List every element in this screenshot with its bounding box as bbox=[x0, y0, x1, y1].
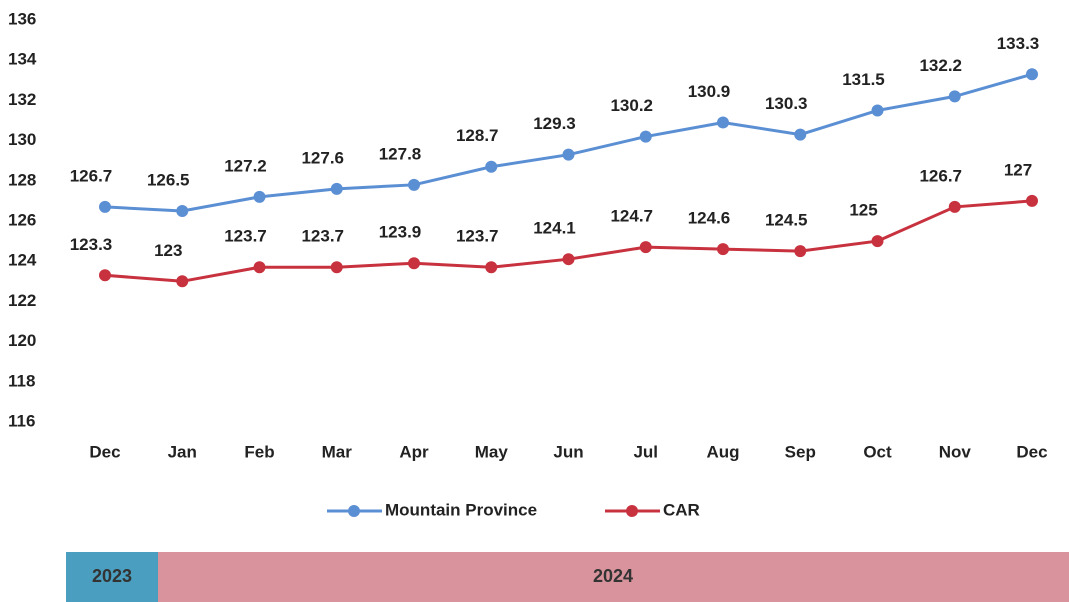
y-tick-label: 122 bbox=[8, 291, 36, 310]
data-point bbox=[639, 130, 652, 143]
x-tick-label: Nov bbox=[939, 442, 972, 461]
period-label: 2024 bbox=[593, 566, 633, 586]
data-point bbox=[562, 148, 575, 161]
data-label: 123.9 bbox=[379, 223, 422, 242]
legend-label: Mountain Province bbox=[385, 500, 537, 519]
data-point bbox=[871, 235, 884, 248]
y-tick-label: 134 bbox=[8, 50, 37, 69]
data-label: 126.7 bbox=[70, 166, 113, 185]
data-point bbox=[253, 261, 266, 274]
data-label: 130.3 bbox=[765, 94, 808, 113]
data-label: 123.7 bbox=[301, 227, 344, 246]
period-band bbox=[66, 552, 158, 602]
x-tick-label: Jul bbox=[633, 442, 658, 461]
data-label: 127.2 bbox=[224, 156, 267, 175]
data-label: 127.8 bbox=[379, 144, 422, 163]
x-tick-label: Jan bbox=[168, 442, 197, 461]
x-tick-label: Feb bbox=[244, 442, 274, 461]
y-tick-label: 116 bbox=[8, 411, 35, 430]
y-tick-label: 128 bbox=[8, 170, 36, 189]
data-point bbox=[794, 128, 807, 141]
period-band bbox=[158, 552, 1069, 602]
data-label: 123.7 bbox=[224, 227, 267, 246]
data-point bbox=[871, 104, 884, 117]
data-point bbox=[948, 90, 961, 103]
data-point bbox=[948, 200, 961, 213]
data-label: 123 bbox=[154, 241, 182, 260]
y-tick-label: 124 bbox=[8, 251, 37, 270]
y-tick-label: 132 bbox=[8, 90, 36, 109]
x-tick-label: Sep bbox=[785, 442, 816, 461]
data-point bbox=[330, 261, 343, 274]
x-tick-label: Oct bbox=[863, 442, 892, 461]
data-label: 130.9 bbox=[688, 82, 731, 101]
x-tick-label: Aug bbox=[706, 442, 739, 461]
x-tick-label: Dec bbox=[1016, 442, 1047, 461]
data-label: 130.2 bbox=[610, 96, 653, 115]
data-label: 124.7 bbox=[610, 207, 653, 226]
data-label: 124.6 bbox=[688, 209, 731, 228]
data-point bbox=[485, 160, 498, 173]
data-point bbox=[1026, 68, 1038, 81]
data-point bbox=[717, 116, 729, 129]
legend-label: CAR bbox=[663, 500, 700, 519]
data-point bbox=[408, 178, 420, 191]
x-tick-label: Mar bbox=[322, 442, 353, 461]
y-tick-label: 130 bbox=[8, 130, 36, 149]
data-point bbox=[176, 275, 189, 288]
data-point bbox=[1026, 194, 1038, 207]
data-point bbox=[562, 253, 575, 266]
x-tick-label: Dec bbox=[89, 442, 120, 461]
data-label: 125 bbox=[849, 201, 877, 220]
data-label: 128.7 bbox=[456, 126, 499, 145]
data-point bbox=[794, 245, 807, 258]
data-point bbox=[253, 190, 266, 203]
data-label: 131.5 bbox=[842, 70, 885, 89]
data-point bbox=[639, 241, 652, 254]
legend-swatch bbox=[348, 505, 360, 517]
data-label: 123.7 bbox=[456, 227, 499, 246]
series-line bbox=[104, 72, 1033, 213]
data-label: 127.6 bbox=[301, 148, 344, 167]
x-tick-label: Jun bbox=[553, 442, 583, 461]
x-tick-label: Apr bbox=[399, 442, 429, 461]
data-point bbox=[717, 243, 729, 256]
data-point bbox=[330, 182, 343, 195]
y-tick-label: 126 bbox=[8, 210, 36, 229]
data-label: 124.5 bbox=[765, 211, 808, 230]
data-point bbox=[408, 257, 420, 270]
data-label: 126.7 bbox=[919, 166, 962, 185]
data-label: 127 bbox=[1004, 160, 1032, 179]
y-tick-label: 118 bbox=[8, 371, 35, 390]
data-point bbox=[176, 204, 189, 217]
data-label: 132.2 bbox=[919, 56, 962, 75]
data-point bbox=[99, 200, 111, 213]
data-point bbox=[99, 269, 111, 282]
x-tick-label: May bbox=[475, 442, 509, 461]
legend-swatch bbox=[626, 505, 638, 517]
data-label: 133.3 bbox=[997, 34, 1040, 53]
data-label: 123.3 bbox=[70, 235, 113, 254]
y-tick-label: 136 bbox=[8, 9, 36, 28]
data-label: 129.3 bbox=[533, 114, 576, 133]
data-point bbox=[485, 261, 498, 274]
y-tick-label: 120 bbox=[8, 331, 36, 350]
data-label: 126.5 bbox=[147, 170, 190, 189]
data-label: 124.1 bbox=[533, 219, 576, 238]
period-label: 2023 bbox=[92, 566, 132, 586]
